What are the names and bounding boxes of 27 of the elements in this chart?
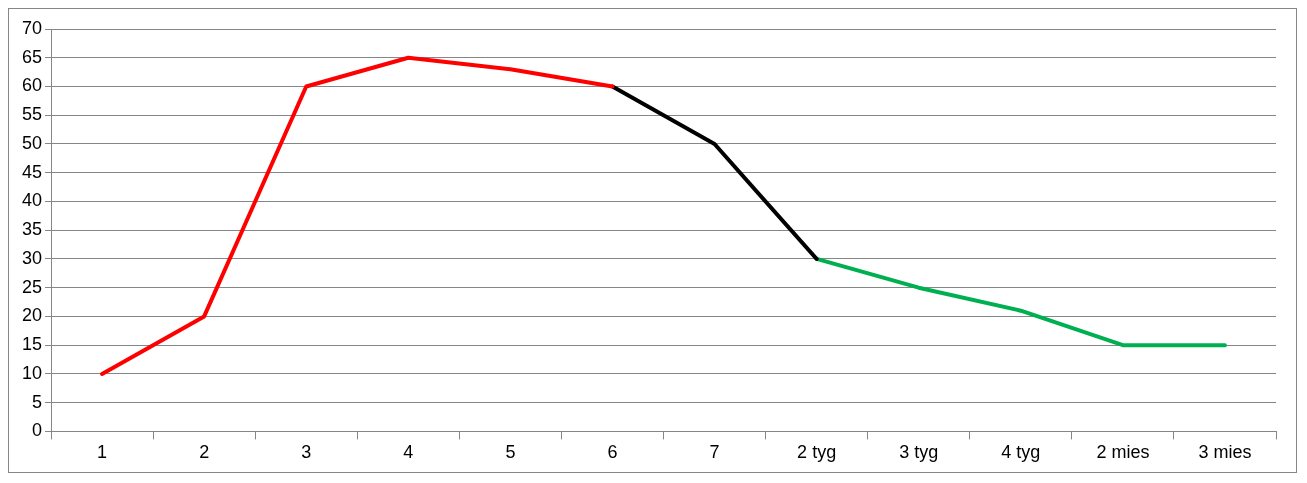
x-tick-label: 2 mies: [1096, 442, 1150, 463]
y-tick-label: 35: [21, 219, 43, 240]
x-tick-label: 5: [505, 442, 516, 463]
y-tick-label: 25: [21, 276, 43, 297]
y-tick-label: 0: [32, 420, 43, 441]
x-tick-label: 2 tyg: [797, 442, 837, 463]
y-tick-label: 40: [21, 190, 43, 211]
y-tick-label: 55: [21, 104, 43, 125]
x-tick-label: 1: [97, 442, 108, 463]
y-tick-label: 15: [21, 334, 43, 355]
y-tick-label: 45: [21, 161, 43, 182]
x-tick-label: 3 tyg: [899, 442, 939, 463]
y-tick-label: 20: [21, 305, 43, 326]
x-tick-label: 2: [199, 442, 210, 463]
y-tick-label: 5: [32, 391, 43, 412]
x-tick-label: 3: [301, 442, 312, 463]
x-tick-label: 6: [607, 442, 618, 463]
y-tick-label: 60: [21, 75, 43, 96]
x-tick-label: 7: [709, 442, 720, 463]
y-tick-label: 65: [21, 46, 43, 67]
x-tick-label: 4 tyg: [1001, 442, 1041, 463]
x-tick-label: 4: [403, 442, 414, 463]
y-tick-label: 10: [21, 362, 43, 383]
x-tick-label: 3 mies: [1198, 442, 1252, 463]
y-tick-label: 50: [21, 132, 43, 153]
y-tick-label: 30: [21, 247, 43, 268]
y-tick-label: 70: [21, 17, 43, 38]
